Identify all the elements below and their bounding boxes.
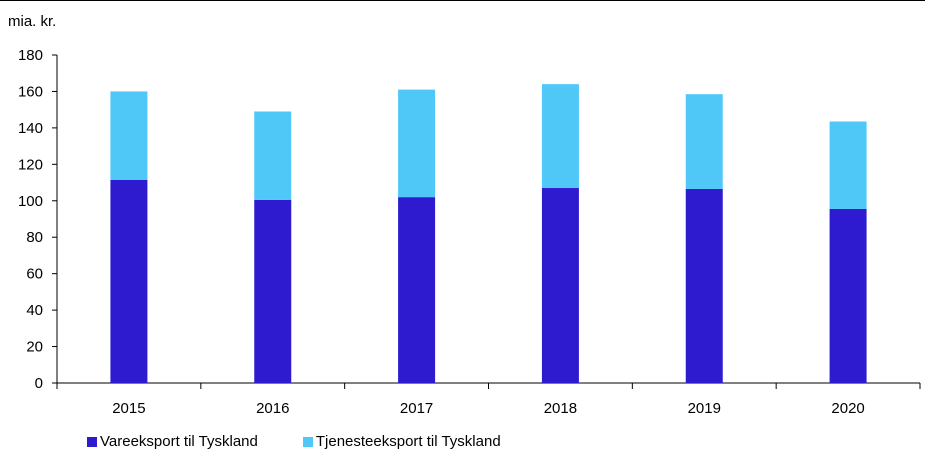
y-tick-label: 180 xyxy=(18,47,43,64)
y-tick-label: 160 xyxy=(18,83,43,100)
y-tick-label: 120 xyxy=(18,156,43,173)
bar-tjenesteeksport-2019 xyxy=(685,94,723,189)
x-tick-label: 2019 xyxy=(688,400,721,417)
legend-item-vareeksport: Vareeksport til Tyskland xyxy=(87,433,258,450)
legend-item-tjenesteeksport: Tjenesteeksport til Tyskland xyxy=(302,433,501,450)
bar-vareeksport-2017 xyxy=(398,197,436,383)
x-tick-label: 2016 xyxy=(256,400,289,417)
x-tick-label: 2018 xyxy=(544,400,577,417)
bar-vareeksport-2015 xyxy=(110,179,148,383)
bar-tjenesteeksport-2020 xyxy=(829,121,867,209)
legend-label-tjenesteeksport: Tjenesteeksport til Tyskland xyxy=(315,433,501,450)
bar-tjenesteeksport-2018 xyxy=(541,84,579,189)
x-tick-label: 2015 xyxy=(112,400,145,417)
y-unit-label: mia. kr. xyxy=(8,13,56,30)
y-tick-label: 40 xyxy=(26,302,43,319)
x-tick-label: 2020 xyxy=(831,400,864,417)
y-tick-label: 80 xyxy=(26,229,43,246)
top-rule xyxy=(0,0,925,1)
legend-swatch-vareeksport xyxy=(87,436,97,447)
y-tick-label: 140 xyxy=(18,120,43,137)
legend: Vareeksport til Tyskland Tjenesteeksport… xyxy=(87,433,546,450)
legend-label-vareeksport: Vareeksport til Tyskland xyxy=(100,433,258,450)
bar-vareeksport-2018 xyxy=(541,188,579,383)
x-tick-label: 2017 xyxy=(400,400,433,417)
bar-tjenesteeksport-2017 xyxy=(398,89,436,198)
axes: 0 20 40 60 80 100 120 140 160 180 2015 2016 2017 2018… xyxy=(18,47,921,417)
bar-vareeksport-2020 xyxy=(829,208,867,383)
y-tick-label: 0 xyxy=(35,375,43,392)
bar-tjenesteeksport-2016 xyxy=(254,111,292,200)
legend-swatch-tjenesteeksport xyxy=(302,436,313,447)
bar-vareeksport-2016 xyxy=(254,199,292,383)
y-tick-label: 100 xyxy=(18,193,43,210)
y-tick-label: 20 xyxy=(26,339,43,356)
bar-vareeksport-2019 xyxy=(685,188,723,383)
bar-tjenesteeksport-2015 xyxy=(110,91,148,180)
y-tick-label: 60 xyxy=(26,266,43,283)
bars xyxy=(110,84,867,383)
